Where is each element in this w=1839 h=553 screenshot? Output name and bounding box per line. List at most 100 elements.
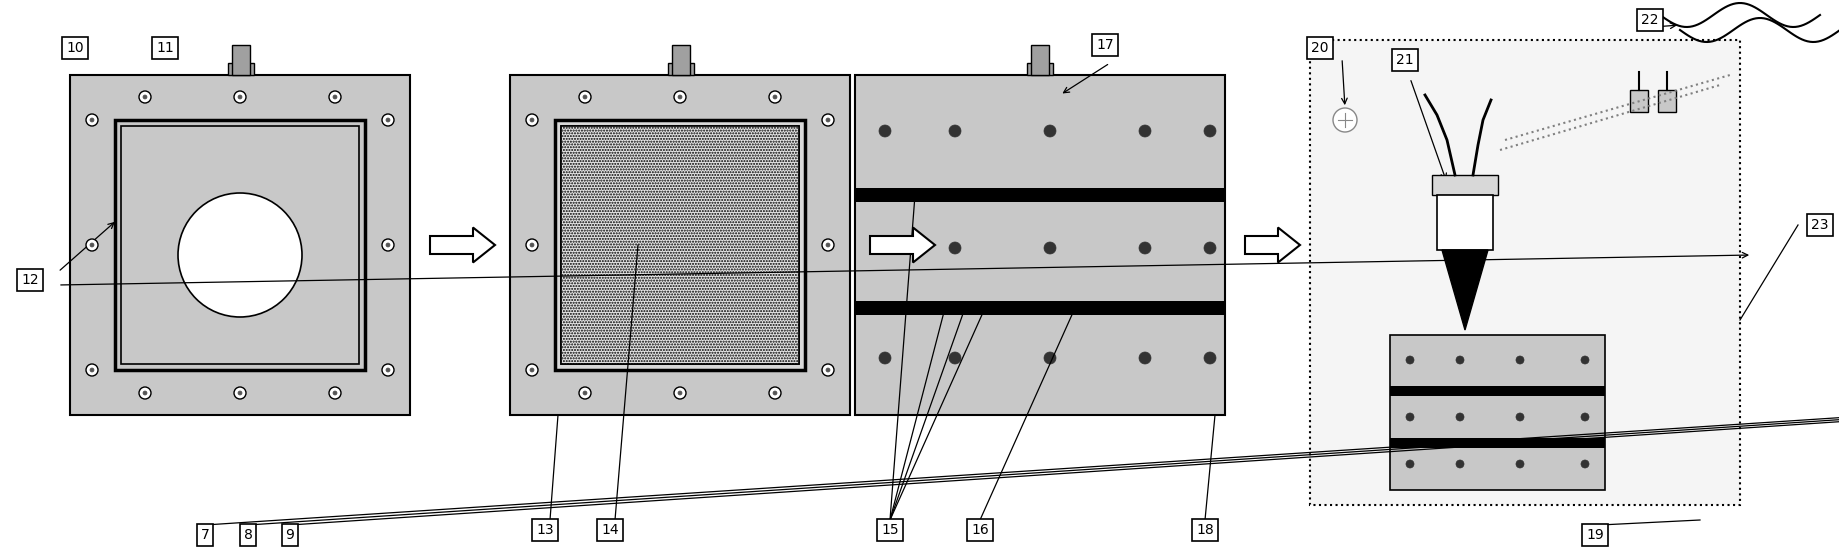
Circle shape bbox=[879, 352, 892, 364]
Circle shape bbox=[772, 95, 778, 99]
Circle shape bbox=[769, 91, 782, 103]
Circle shape bbox=[822, 239, 835, 251]
Circle shape bbox=[1205, 125, 1216, 137]
Circle shape bbox=[526, 114, 539, 126]
Circle shape bbox=[1138, 352, 1151, 364]
Circle shape bbox=[90, 368, 94, 372]
Circle shape bbox=[1515, 356, 1525, 364]
Circle shape bbox=[1407, 356, 1414, 364]
Text: 7: 7 bbox=[200, 528, 210, 542]
Circle shape bbox=[1582, 413, 1589, 421]
Bar bbox=[1032, 45, 1048, 75]
Circle shape bbox=[826, 368, 829, 372]
Circle shape bbox=[1582, 356, 1589, 364]
Circle shape bbox=[86, 364, 97, 376]
Circle shape bbox=[383, 364, 394, 376]
Circle shape bbox=[178, 193, 302, 317]
Circle shape bbox=[143, 95, 147, 99]
Circle shape bbox=[234, 91, 246, 103]
Text: 9: 9 bbox=[285, 528, 294, 542]
Bar bbox=[121, 126, 359, 364]
Circle shape bbox=[1333, 108, 1357, 132]
Circle shape bbox=[949, 352, 962, 364]
Text: 10: 10 bbox=[66, 41, 85, 55]
Bar bbox=[561, 126, 798, 364]
Circle shape bbox=[1407, 460, 1414, 468]
Circle shape bbox=[140, 387, 151, 399]
Bar bbox=[1309, 40, 1740, 505]
Bar bbox=[1659, 90, 1675, 112]
Circle shape bbox=[526, 239, 539, 251]
Bar bbox=[1436, 195, 1493, 250]
Circle shape bbox=[530, 118, 533, 122]
Circle shape bbox=[679, 95, 682, 99]
Circle shape bbox=[386, 243, 390, 247]
Circle shape bbox=[583, 95, 587, 99]
FancyArrow shape bbox=[870, 227, 934, 263]
Circle shape bbox=[237, 391, 243, 395]
Bar bbox=[232, 45, 250, 75]
Circle shape bbox=[140, 91, 151, 103]
Text: 15: 15 bbox=[881, 523, 899, 537]
Circle shape bbox=[1582, 460, 1589, 468]
Circle shape bbox=[1515, 460, 1525, 468]
Bar bbox=[855, 75, 1225, 415]
Text: 8: 8 bbox=[243, 528, 252, 542]
Circle shape bbox=[1205, 242, 1216, 254]
Circle shape bbox=[1138, 242, 1151, 254]
Circle shape bbox=[90, 118, 94, 122]
Bar bbox=[1433, 175, 1499, 195]
Circle shape bbox=[143, 391, 147, 395]
Bar bbox=[1390, 438, 1605, 448]
Circle shape bbox=[86, 114, 97, 126]
Circle shape bbox=[1456, 413, 1464, 421]
Bar bbox=[668, 63, 693, 75]
Circle shape bbox=[234, 387, 246, 399]
Circle shape bbox=[1515, 413, 1525, 421]
Circle shape bbox=[769, 387, 782, 399]
Circle shape bbox=[526, 364, 539, 376]
Bar bbox=[1026, 63, 1054, 75]
Circle shape bbox=[530, 243, 533, 247]
Text: 17: 17 bbox=[1096, 38, 1114, 52]
Text: 20: 20 bbox=[1311, 41, 1330, 55]
Circle shape bbox=[386, 368, 390, 372]
Polygon shape bbox=[1442, 250, 1488, 330]
Bar bbox=[1390, 335, 1605, 490]
Circle shape bbox=[879, 242, 892, 254]
Text: 19: 19 bbox=[1585, 528, 1604, 542]
Text: 22: 22 bbox=[1640, 13, 1659, 27]
Text: 18: 18 bbox=[1195, 523, 1214, 537]
Circle shape bbox=[1205, 352, 1216, 364]
Circle shape bbox=[237, 95, 243, 99]
Circle shape bbox=[675, 387, 686, 399]
Circle shape bbox=[86, 239, 97, 251]
Bar bbox=[116, 120, 364, 370]
Circle shape bbox=[822, 364, 835, 376]
Circle shape bbox=[679, 391, 682, 395]
Circle shape bbox=[333, 391, 337, 395]
Text: 11: 11 bbox=[156, 41, 175, 55]
Circle shape bbox=[90, 243, 94, 247]
Text: 12: 12 bbox=[22, 273, 39, 287]
Bar bbox=[509, 75, 850, 415]
Text: 13: 13 bbox=[537, 523, 554, 537]
Circle shape bbox=[826, 243, 829, 247]
Text: 14: 14 bbox=[601, 523, 618, 537]
Bar bbox=[228, 63, 254, 75]
Circle shape bbox=[329, 387, 340, 399]
Bar bbox=[555, 120, 805, 370]
Circle shape bbox=[383, 239, 394, 251]
Circle shape bbox=[949, 242, 962, 254]
Bar bbox=[1629, 90, 1648, 112]
Circle shape bbox=[772, 391, 778, 395]
Circle shape bbox=[822, 114, 835, 126]
Circle shape bbox=[579, 91, 590, 103]
Circle shape bbox=[879, 125, 892, 137]
Text: 21: 21 bbox=[1396, 53, 1414, 67]
Circle shape bbox=[675, 91, 686, 103]
Bar bbox=[561, 126, 798, 364]
Text: 23: 23 bbox=[1811, 218, 1828, 232]
Circle shape bbox=[579, 387, 590, 399]
FancyArrow shape bbox=[1245, 227, 1300, 263]
